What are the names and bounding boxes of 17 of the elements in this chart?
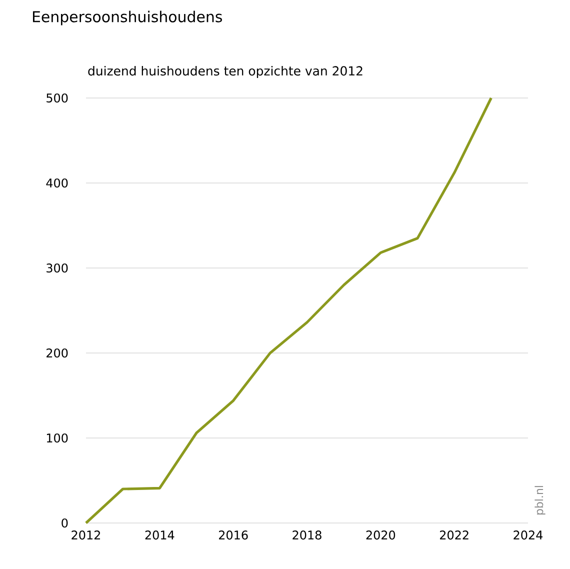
y-tick-label: 500 <box>46 93 68 103</box>
y-tick-label: 0 <box>62 518 68 528</box>
chart-title: Eenpersoonshuishoudens <box>32 10 222 26</box>
y-tick-label: 300 <box>46 263 68 273</box>
x-tick-label: 2024 <box>514 530 543 540</box>
x-tick-label: 2022 <box>440 530 468 540</box>
line-series <box>84 96 492 524</box>
x-tick-label: 2016 <box>219 530 248 540</box>
chart-subtitle: duizend huishoudens ten opzichte van 2012 <box>88 66 362 78</box>
x-tick-label: 2020 <box>366 530 396 540</box>
y-tick-label: 200 <box>46 348 68 358</box>
y-tick-label: 100 <box>46 433 68 443</box>
text: pbl.nl <box>534 486 546 514</box>
x-tick-label: 2018 <box>292 530 322 540</box>
y-tick-label: 400 <box>46 178 68 188</box>
x-tick-label: 2014 <box>145 530 174 540</box>
x-tick-label: 2012 <box>72 530 100 540</box>
